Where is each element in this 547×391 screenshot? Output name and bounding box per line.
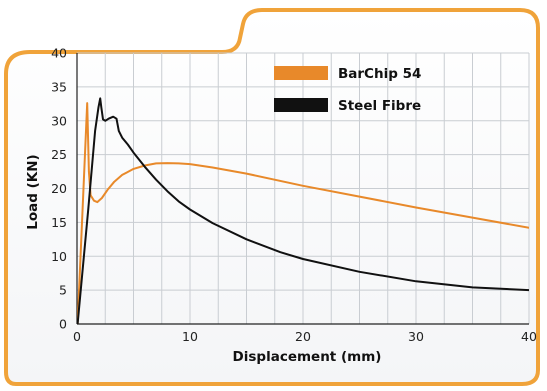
x-axis-label: Displacement (mm) bbox=[233, 349, 382, 365]
y-tick-label: 35 bbox=[51, 79, 67, 94]
axes bbox=[76, 53, 529, 325]
y-tick-label: 25 bbox=[51, 147, 67, 162]
legend-label: BarChip 54 bbox=[338, 66, 421, 82]
tick-labels: 0 10 20 30 40 0 5 10 15 20 25 30 35 40 bbox=[51, 46, 537, 345]
y-axis-label: Load (KN) bbox=[25, 154, 41, 229]
x-tick-label: 20 bbox=[295, 329, 311, 344]
chart-frame bbox=[3, 8, 540, 386]
legend: BarChip 54 Steel Fibre bbox=[274, 66, 421, 114]
legend-swatch bbox=[274, 66, 328, 80]
x-tick-label: 30 bbox=[408, 329, 424, 344]
series-layer bbox=[77, 97, 529, 324]
y-tick-label: 10 bbox=[51, 249, 67, 264]
y-tick-label: 30 bbox=[51, 113, 67, 128]
y-tick-label: 20 bbox=[51, 181, 67, 196]
x-tick-label: 10 bbox=[182, 329, 198, 344]
series-line-2 bbox=[77, 97, 529, 324]
y-tick-label: 15 bbox=[51, 215, 67, 230]
y-tick-label: 5 bbox=[59, 283, 67, 298]
y-tick-label: 0 bbox=[59, 317, 67, 332]
legend-swatch bbox=[274, 98, 328, 112]
legend-label: Steel Fibre bbox=[338, 98, 421, 114]
x-tick-label: 40 bbox=[521, 329, 537, 344]
x-tick-label: 0 bbox=[73, 329, 81, 344]
y-tick-label: 40 bbox=[51, 46, 67, 61]
